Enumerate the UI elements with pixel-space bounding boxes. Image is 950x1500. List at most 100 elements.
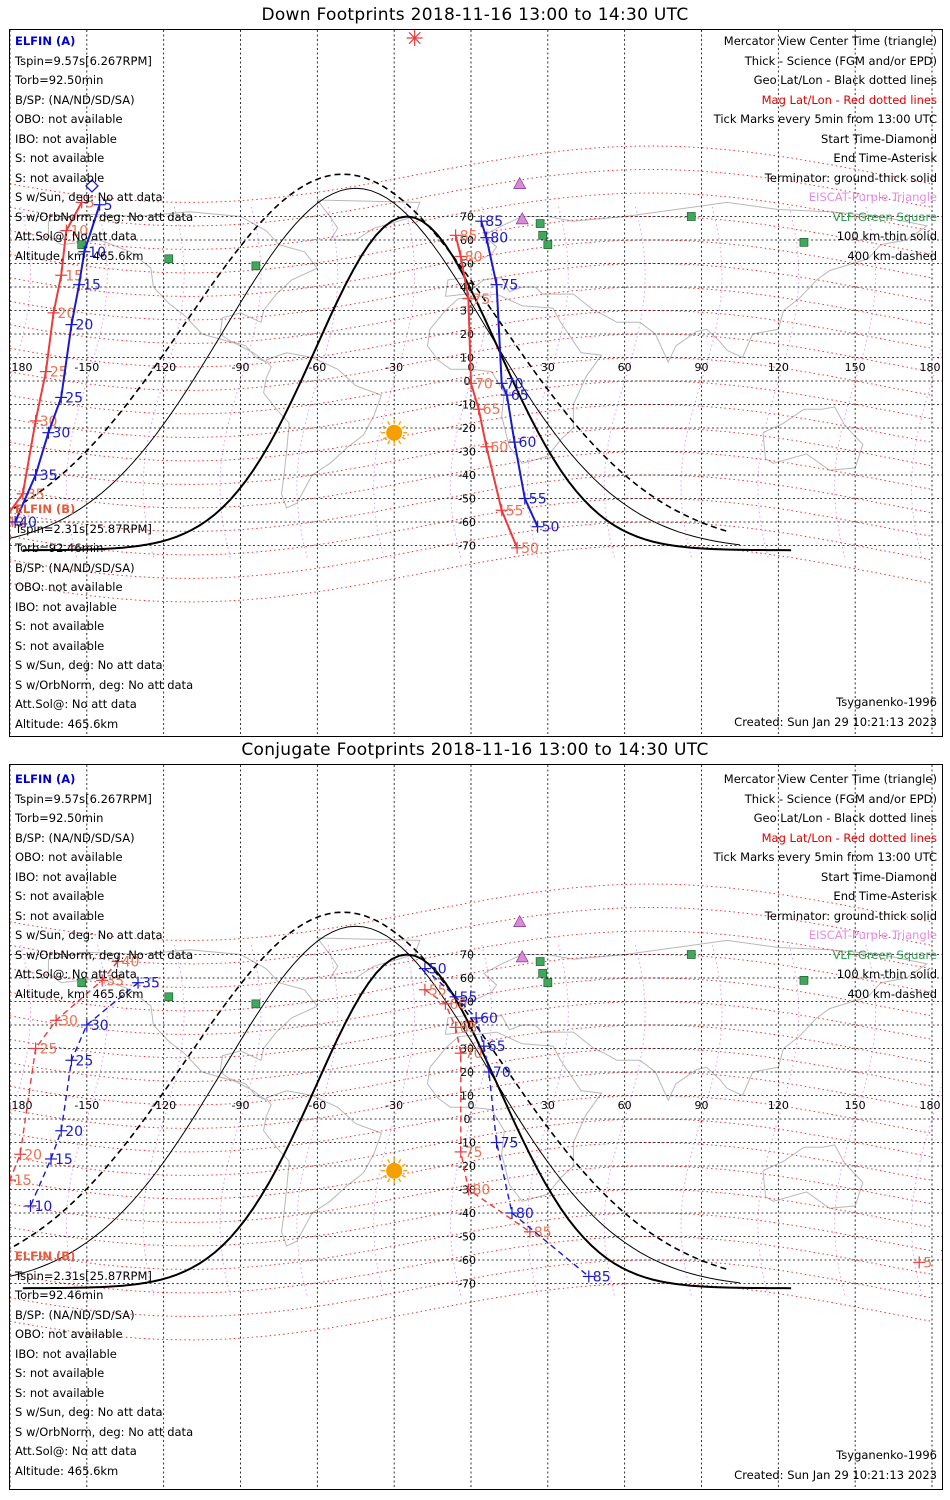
sun-ray — [401, 1174, 406, 1178]
vlf-square-icon — [535, 219, 545, 228]
map-panel-conjugate[interactable]: 70 60 50 40 30 20 10 0 -10 -20 -30 -40 -50 -60 -70 -180… — [9, 764, 943, 1490]
legend-line: Tick Marks every 5min from 13:00 UTC — [713, 112, 937, 126]
info-line: B/SP: (NA/ND/SD/SA) — [15, 92, 135, 107]
vlf-square-icon — [799, 976, 809, 985]
info-line: S w/Sun, deg: No att data — [15, 658, 163, 672]
info-line: Tspin=9.57s[6.267RPM] — [15, 791, 152, 806]
track-time-label: 50 — [521, 541, 539, 557]
mag-lon-line — [219, 204, 262, 558]
lon-tick-label: 60 — [618, 361, 632, 374]
track-time-label: 35 — [27, 487, 45, 503]
track-time-label: 65 — [460, 1020, 478, 1036]
lat-tick-label: -50 — [458, 493, 476, 506]
legend-line: 100 km-thin solid — [836, 229, 937, 243]
sat-a-name: ELFIN (A) — [15, 772, 76, 786]
legend-line: EISCAT-Purple Triangle — [808, 928, 937, 942]
lon-tick-label: 90 — [695, 361, 709, 374]
info-line: IBO: not available — [15, 869, 117, 884]
mag-lat-line — [10, 333, 933, 391]
lon-tick-label: -180 — [10, 1099, 32, 1112]
info-line: Att.Sol@: No att data — [15, 967, 137, 981]
model-name: Tsyganenko-1996 — [836, 695, 937, 709]
info-line: B/SP: (NA/ND/SD/SA) — [15, 1307, 135, 1322]
mag-lon-line — [296, 942, 339, 1296]
mag-lon-line — [450, 942, 492, 1296]
legend-line: Terminator: ground-thick solid — [764, 908, 937, 923]
sun-ray — [398, 421, 402, 426]
sun-ray — [398, 1159, 402, 1164]
info-line: OBO: not available — [15, 112, 123, 126]
mag-lon-line — [142, 942, 185, 1296]
legend-conjugate: Mercator View Center Time (triangle) Thi… — [714, 770, 937, 1004]
lon-tick-label: -30 — [385, 1099, 403, 1112]
mag-lat-line — [10, 310, 933, 368]
track-time-label: 65 — [483, 402, 501, 418]
info-line: S w/OrbNorm, deg: No att data — [15, 1424, 194, 1439]
lat-tick-label: 10 — [460, 1090, 474, 1103]
track-time-label: 80 — [465, 249, 483, 265]
elfin-a-info-conjugate: ELFIN (A) Tspin=9.57s[6.267RPM] Torb=92.… — [15, 770, 193, 1004]
track-time-label: 40 — [19, 515, 37, 531]
map-panel-down[interactable]: 70 60 50 40 30 20 10 0 -10 -20 -30 -40 -50 -60 -70 -180… — [9, 29, 943, 737]
lon-tick-label: 30 — [541, 361, 555, 374]
continent-outline — [444, 201, 929, 364]
legend-line: 400 km-dashed — [847, 986, 937, 1001]
mag-lon-line — [219, 942, 262, 1296]
mag-lat-line — [10, 1189, 933, 1247]
elfin-b-info-conjugate: ELFIN (B) Tspin=2.31s[25.87RPM] Torb=92.… — [15, 1247, 193, 1481]
info-line: S: not available — [15, 889, 105, 903]
lat-tick-label: -10 — [458, 399, 476, 412]
legend-line: Geo Lat/Lon - Black dotted lines — [753, 73, 937, 87]
track-time-label: 60 — [480, 1011, 498, 1027]
mag-lat-line — [10, 545, 933, 603]
legend-line: Mag Lat/Lon - Red dotted lines — [761, 92, 937, 107]
sun-icon — [386, 1162, 403, 1179]
info-line: Att.Sol@: No att data — [15, 697, 137, 711]
model-info-conjugate: Tsyganenko-1996 Created: Sun Jan 29 10:2… — [734, 1446, 937, 1485]
lat-tick-label: 70 — [460, 949, 474, 962]
sat-b-name: ELFIN (B) — [15, 1249, 76, 1263]
legend-line: VLF-Green Square — [832, 947, 937, 962]
info-line: OBO: not available — [15, 1327, 123, 1341]
track-time-label: 75 — [501, 1136, 519, 1152]
vlf-square-icon — [251, 999, 261, 1009]
start-diamond-icon — [85, 179, 99, 193]
lon-tick-label: -90 — [232, 361, 250, 374]
footprint-track — [424, 968, 590, 1278]
mercator-map-conjugate: 706050403020100-10-20-30-40-50-60-70-180… — [10, 765, 942, 1489]
info-line: Altitude: 465.6km — [15, 716, 119, 731]
mag-lat-line — [10, 977, 933, 1035]
track-time-label: 65 — [511, 388, 529, 404]
info-line: IBO: not available — [15, 131, 117, 146]
track-time-label: 15 — [83, 278, 101, 294]
eiscat-triangle-icon — [515, 950, 529, 963]
info-line: Altitude, km: 465.6km — [15, 248, 144, 263]
track-time-label: 80 — [516, 1206, 534, 1222]
sun-ray — [382, 425, 387, 429]
mercator-map-down: 70 60 50 40 30 20 10 0 -10 -20 -30 -40 -50 -60 -70 -180… — [10, 30, 942, 736]
continent-outline — [444, 939, 929, 1102]
created-timestamp: Created: Sun Jan 29 10:21:13 2023 — [734, 1467, 937, 1482]
legend-line: Mercator View Center Time (triangle) — [723, 34, 937, 48]
track-time-label: 5 — [86, 195, 95, 211]
mag-lat-line — [10, 1071, 933, 1129]
track-time-label: 85 — [593, 1269, 611, 1285]
info-line: OBO: not available — [15, 850, 123, 864]
lat-tick-label: -20 — [458, 422, 476, 435]
info-line: IBO: not available — [15, 599, 117, 614]
mag-lon-line — [373, 942, 416, 1296]
lat-tick-label: -60 — [458, 1254, 476, 1267]
track-time-label: 50 — [542, 520, 560, 536]
mag-lon-line — [450, 204, 492, 558]
info-line: Tspin=2.31s[25.87RPM] — [15, 521, 152, 536]
continent-outline — [762, 406, 864, 471]
sun-ray — [387, 1178, 391, 1183]
track-time-label: 20 — [58, 306, 76, 322]
legend-line: VLF-Green Square — [832, 209, 937, 224]
elfin-b-info-down: ELFIN (B) Tspin=2.31s[25.87RPM] Torb=92.… — [15, 500, 193, 734]
mag-lat-line — [10, 1283, 933, 1341]
track-time-label: 15 — [55, 1152, 73, 1168]
legend-line: Geo Lat/Lon - Black dotted lines — [753, 811, 937, 825]
info-line: S w/Sun, deg: No att data — [15, 928, 163, 942]
lon-tick-label: 180 — [920, 1099, 941, 1112]
